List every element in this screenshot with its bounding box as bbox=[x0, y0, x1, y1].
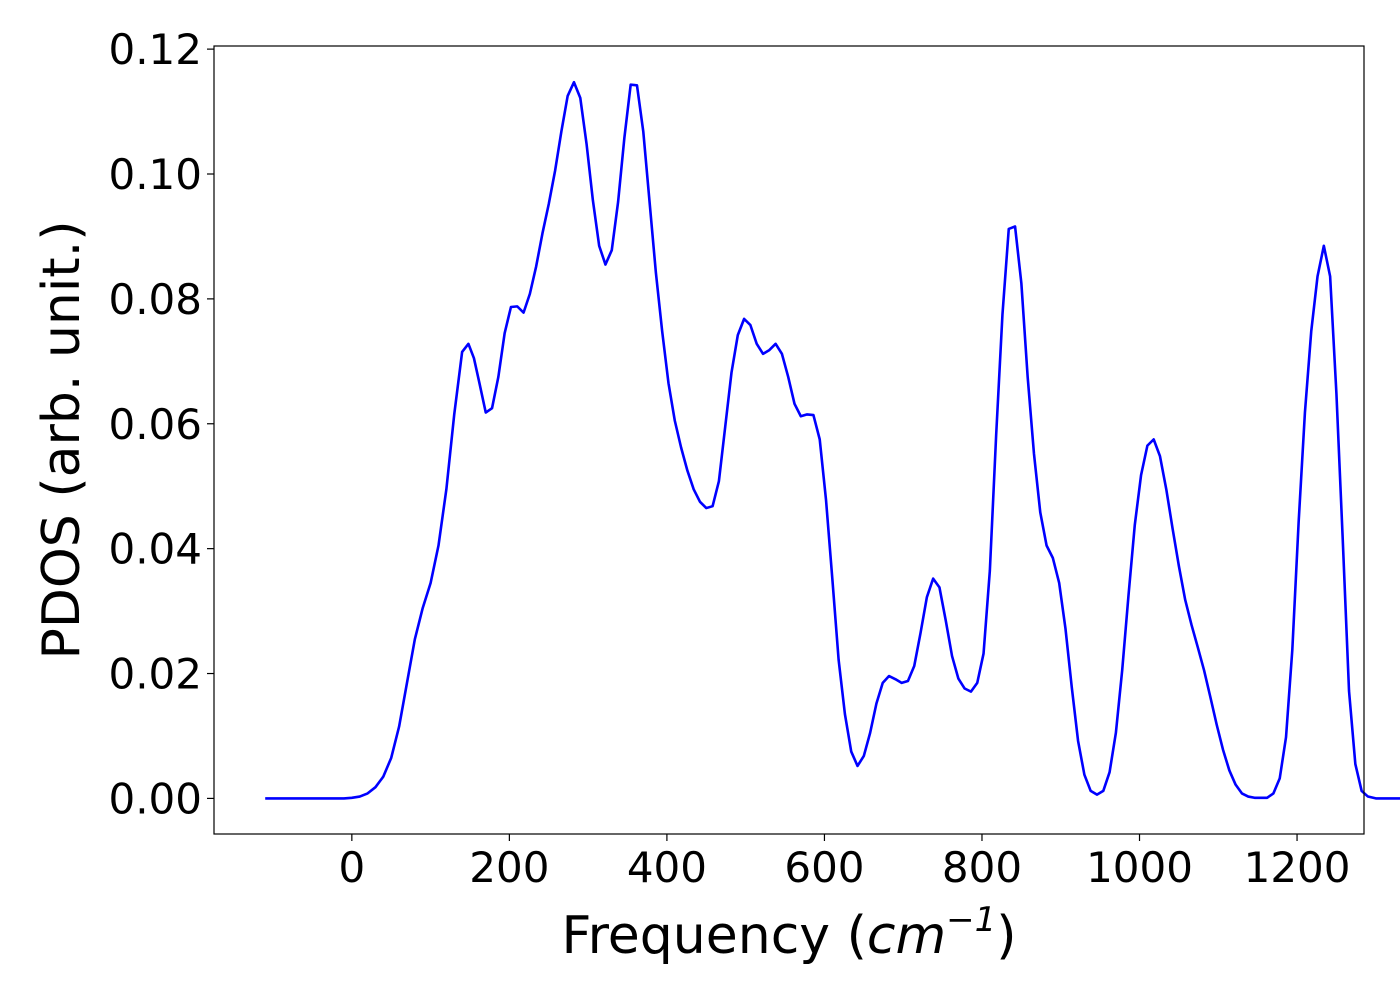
x-axis-label-close: ) bbox=[996, 906, 1016, 966]
y-tick-label: 0.12 bbox=[108, 25, 202, 74]
plot-frame bbox=[213, 45, 1365, 835]
y-tick-label: 0.02 bbox=[108, 650, 202, 699]
x-axis-label-main: Frequency ( bbox=[561, 906, 866, 966]
x-tick-label: 200 bbox=[469, 843, 549, 892]
y-tick-label: 0.06 bbox=[108, 400, 202, 449]
x-tick-label: 1200 bbox=[1244, 843, 1351, 892]
x-tick-label: 800 bbox=[942, 843, 1022, 892]
y-tick-label: 0.10 bbox=[108, 150, 202, 199]
y-tick-label: 0.08 bbox=[108, 275, 202, 324]
x-tick-label: 400 bbox=[627, 843, 707, 892]
x-axis-label-unit: cm bbox=[867, 906, 946, 966]
x-tick-label: 600 bbox=[784, 843, 864, 892]
y-axis-label: PDOS (arb. unit.) bbox=[32, 220, 92, 659]
x-tick-label: 1000 bbox=[1086, 843, 1193, 892]
y-tick-label: 0.00 bbox=[108, 774, 202, 823]
x-axis-ticks: 0 200 400 600 800 1000 1200 bbox=[338, 834, 1350, 892]
y-tick-label: 0.04 bbox=[108, 525, 202, 574]
series-line-0 bbox=[265, 80, 1400, 800]
x-axis-label-unit-exponent: −1 bbox=[946, 900, 996, 940]
x-tick-label: 0 bbox=[338, 843, 365, 892]
y-axis-ticks: 0.00 0.02 0.04 0.06 0.08 0.10 0.12 bbox=[108, 25, 214, 823]
x-axis-label: Frequency (cm−1) bbox=[561, 900, 1016, 966]
plot-area bbox=[213, 45, 1400, 835]
